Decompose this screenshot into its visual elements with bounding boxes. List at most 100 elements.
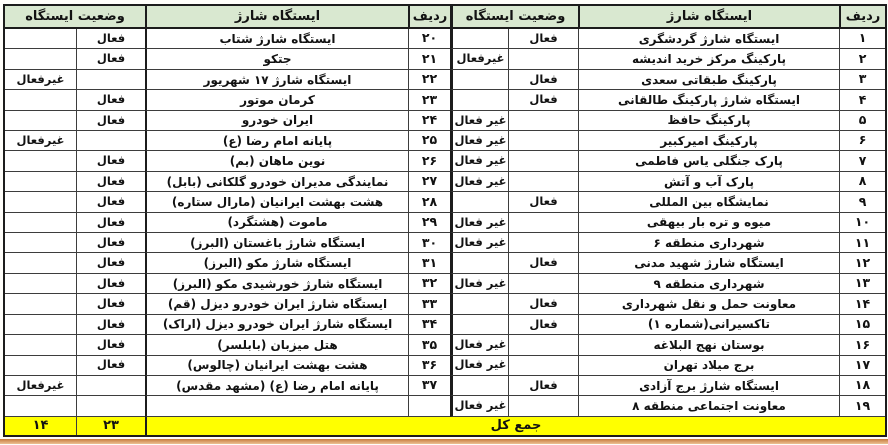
status-inactive-cell <box>450 69 508 91</box>
station-name-cell <box>145 396 408 417</box>
station-name-cell: میوه و تره بار بیهقی <box>578 212 839 234</box>
status-inactive-cell <box>5 172 76 193</box>
grand-total-label: جمع کل <box>145 416 885 436</box>
row-number-cell: ۳۴ <box>408 314 450 336</box>
status-inactive-cell <box>5 49 76 70</box>
status-active-cell <box>76 375 145 397</box>
status-inactive-cell <box>450 192 508 213</box>
row-number-cell: ۲۱ <box>408 49 450 70</box>
status-inactive-cell: غیر فعال <box>450 151 508 172</box>
row-number-cell: ۲۳ <box>408 90 450 111</box>
row-number-cell: ۳ <box>839 69 885 91</box>
row-number-cell: ۳۲ <box>408 273 450 295</box>
status-inactive-cell: غیر فعال <box>450 233 508 254</box>
row-number-cell: ۱۰ <box>839 212 885 234</box>
status-inactive-cell <box>450 375 508 397</box>
charging-stations-table: ردیف ایستگاه شارژ وضعیت ایستگاه ردیف ایستگاه… <box>3 4 887 437</box>
row-number-cell: ۲۲ <box>408 69 450 91</box>
row-number-cell: ۱۷ <box>839 355 885 376</box>
status-active-cell: فعال <box>76 29 145 50</box>
station-name-cell: ایستگاه شارژ برج آزادی <box>578 375 839 397</box>
station-name-cell: پایانه امام رضا (ع) <box>145 131 408 152</box>
station-name-cell: هتل میزبان (بابلسر) <box>145 335 408 356</box>
status-inactive-cell: غیر فعال <box>450 396 508 417</box>
row-number-cell: ۲۵ <box>408 131 450 152</box>
station-name-cell: پارکینگ طبقاتی سعدی <box>578 69 839 91</box>
station-name-cell: پارکینگ مرکز خرید اندیشه <box>578 49 839 70</box>
row-number-cell: ۱۶ <box>839 335 885 356</box>
status-active-cell: فعال <box>76 171 145 193</box>
station-name-cell: هشت بهشت ایرانیان (مارال ستاره) <box>145 192 408 213</box>
status-active-cell <box>76 131 145 152</box>
bottom-divider-rule <box>0 439 888 444</box>
status-active-cell: فعال <box>76 335 145 356</box>
row-number-cell: ۱۵ <box>839 314 885 336</box>
row-number-cell: ۸ <box>839 171 885 193</box>
status-inactive-cell <box>5 274 76 295</box>
status-active-cell: فعال <box>508 375 578 397</box>
row-number-cell: ۱۴ <box>839 294 885 315</box>
station-name-cell: نمایشگاه بین المللی <box>578 192 839 213</box>
station-name-cell: ایستگاه شارژ گردشگری <box>578 29 839 50</box>
station-name-cell: نمایندگی مدیران خودرو گلکانی (بابل) <box>145 171 408 193</box>
status-inactive-cell: غیر فعال <box>450 171 508 193</box>
station-name-cell: ایستگاه شارژ شتاب <box>145 29 408 50</box>
status-active-cell: فعال <box>508 294 578 315</box>
status-inactive-cell <box>5 29 76 50</box>
row-number-cell: ۲۶ <box>408 151 450 172</box>
status-active-cell: فعال <box>508 314 578 336</box>
status-active-cell: فعال <box>508 29 578 50</box>
status-active-cell <box>508 151 578 172</box>
station-name-cell: ایستگاه شارژ باغستان (البرز) <box>145 233 408 254</box>
station-name-cell: ایستگاه شارژ پارکینگ طالقانی <box>578 90 839 111</box>
station-name-cell: نوین ماهان (بم) <box>145 151 408 172</box>
row-number-cell <box>408 396 450 417</box>
row-number-cell: ۳۱ <box>408 253 450 274</box>
row-number-cell: ۳۵ <box>408 335 450 356</box>
status-active-cell <box>508 171 578 193</box>
row-number-cell: ۱۱ <box>839 233 885 254</box>
station-name-cell: هشت بهشت ایرانیان (چالوس) <box>145 355 408 376</box>
status-inactive-cell <box>450 314 508 336</box>
status-inactive-cell <box>5 396 76 417</box>
status-active-cell: فعال <box>76 253 145 274</box>
status-active-cell: فعال <box>76 110 145 132</box>
station-name-cell: ایران خودرو <box>145 110 408 132</box>
grand-total-active-count: ۲۳ <box>76 416 145 436</box>
status-inactive-cell <box>5 151 76 172</box>
station-name-cell: ایستگاه شارژ مکو (البرز) <box>145 253 408 274</box>
station-name-cell: پارک جنگلی یاس فاطمی <box>578 151 839 172</box>
status-inactive-cell <box>5 213 76 234</box>
status-inactive-cell: غیر فعال <box>450 212 508 234</box>
status-active-cell <box>508 212 578 234</box>
status-active-cell: فعال <box>76 314 145 336</box>
status-active-cell <box>508 396 578 417</box>
status-inactive-cell: غیر فعال <box>450 335 508 356</box>
row-number-cell: ۱۲ <box>839 253 885 274</box>
station-name-cell: کرمان موتور <box>145 90 408 111</box>
station-name-cell: شهرداری منطقه ۶ <box>578 233 839 254</box>
station-name-cell: ایستگاه شارژ ۱۷ شهریور <box>145 69 408 91</box>
row-number-cell: ۱۳ <box>839 273 885 295</box>
status-active-cell <box>76 69 145 91</box>
status-active-cell: فعال <box>76 294 145 315</box>
status-inactive-cell: غیر فعال <box>450 273 508 295</box>
status-active-cell <box>508 355 578 376</box>
status-inactive-cell <box>5 315 76 336</box>
row-number-cell: ۲۹ <box>408 212 450 234</box>
status-active-cell: فعال <box>76 49 145 70</box>
status-inactive-cell <box>5 192 76 213</box>
status-active-cell <box>508 131 578 152</box>
row-number-cell: ۱۸ <box>839 375 885 397</box>
column-header-station: ایستگاه شارژ <box>145 6 408 29</box>
column-header-station: ایستگاه شارژ <box>578 6 839 29</box>
status-inactive-cell <box>450 294 508 315</box>
row-number-cell: ۷ <box>839 151 885 172</box>
station-name-cell: ایستگاه شارژ شهید مدنی <box>578 253 839 274</box>
row-number-cell: ۲ <box>839 49 885 70</box>
row-number-cell: ۱۹ <box>839 396 885 417</box>
row-number-cell: ۲۸ <box>408 192 450 213</box>
row-number-cell: ۹ <box>839 192 885 213</box>
status-inactive-cell <box>5 233 76 254</box>
status-active-cell: فعال <box>76 90 145 111</box>
